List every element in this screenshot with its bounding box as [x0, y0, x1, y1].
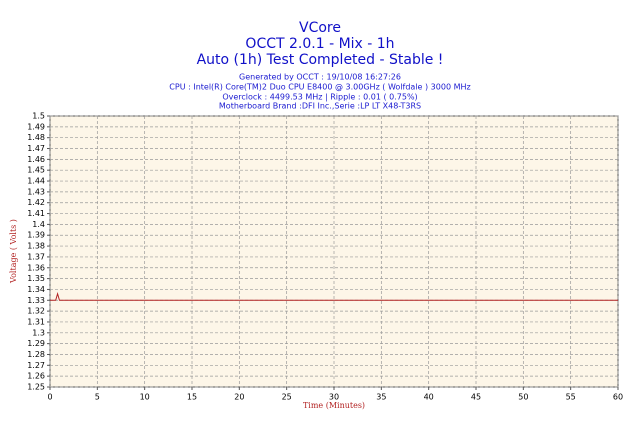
y-tick-label: 1.25 [27, 383, 45, 392]
y-tick-label: 1.42 [27, 198, 45, 207]
x-axis-label: Time (Minutes) [303, 401, 365, 410]
x-tick-label: 15 [187, 393, 197, 402]
y-tick-label: 1.5 [32, 112, 45, 121]
x-tick-label: 5 [95, 393, 100, 402]
data-line [50, 291, 618, 301]
y-tick-label: 1.33 [27, 296, 45, 305]
y-tick-label: 1.34 [27, 285, 45, 294]
y-tick-label: 1.32 [27, 307, 45, 316]
y-tick-label: 1.36 [27, 263, 45, 272]
y-tick-label: 1.4 [32, 220, 45, 229]
chart-title: VCore [299, 20, 341, 36]
info-line: Generated by OCCT : 19/10/08 16:27:26 [239, 73, 401, 82]
x-tick-label: 20 [234, 393, 244, 402]
y-tick-label: 1.35 [27, 274, 45, 283]
x-tick-label: 25 [282, 393, 292, 402]
x-tick-label: 40 [424, 393, 434, 402]
y-tick-label: 1.48 [27, 133, 45, 142]
y-tick-label: 1.27 [27, 361, 45, 370]
y-tick-label: 1.49 [27, 122, 45, 131]
info-line: CPU : Intel(R) Core(TM)2 Duo CPU E8400 @… [169, 83, 470, 92]
y-tick-label: 1.43 [27, 187, 45, 196]
info-line: Motherboard Brand :DFI Inc.,Serie :LP LT… [219, 102, 421, 111]
y-tick-label: 1.39 [27, 231, 45, 240]
y-tick-label: 1.3 [32, 328, 45, 337]
y-tick-label: 1.45 [27, 166, 45, 175]
info-line: Overclock : 4499.53 MHz | Ripple : 0.01 … [222, 93, 417, 102]
y-tick-label: 1.47 [27, 144, 45, 153]
chart-subtitle: OCCT 2.0.1 - Mix - 1h [245, 36, 394, 52]
x-tick-label: 60 [613, 393, 623, 402]
y-tick-label: 1.28 [27, 350, 45, 359]
x-tick-label: 50 [518, 393, 528, 402]
x-tick-label: 10 [140, 393, 150, 402]
y-axis-label: Voltage ( Volts ) [9, 219, 18, 284]
chart-status: Auto (1h) Test Completed - Stable ! [197, 52, 444, 68]
y-tick-label: 1.37 [27, 252, 45, 261]
y-tick-label: 1.44 [27, 177, 45, 186]
y-tick-label: 1.41 [27, 209, 45, 218]
y-tick-label: 1.46 [27, 155, 45, 164]
y-tick-label: 1.38 [27, 242, 45, 251]
x-tick-label: 0 [47, 393, 52, 402]
x-tick-label: 55 [566, 393, 576, 402]
x-tick-label: 30 [329, 393, 339, 402]
x-tick-label: 35 [376, 393, 386, 402]
y-tick-label: 1.29 [27, 339, 45, 348]
y-tick-label: 1.26 [27, 372, 45, 381]
y-tick-label: 1.31 [27, 317, 45, 326]
x-tick-label: 45 [471, 393, 481, 402]
